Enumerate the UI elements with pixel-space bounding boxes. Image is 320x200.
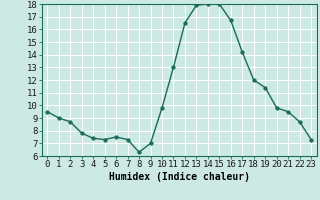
X-axis label: Humidex (Indice chaleur): Humidex (Indice chaleur) bbox=[109, 172, 250, 182]
